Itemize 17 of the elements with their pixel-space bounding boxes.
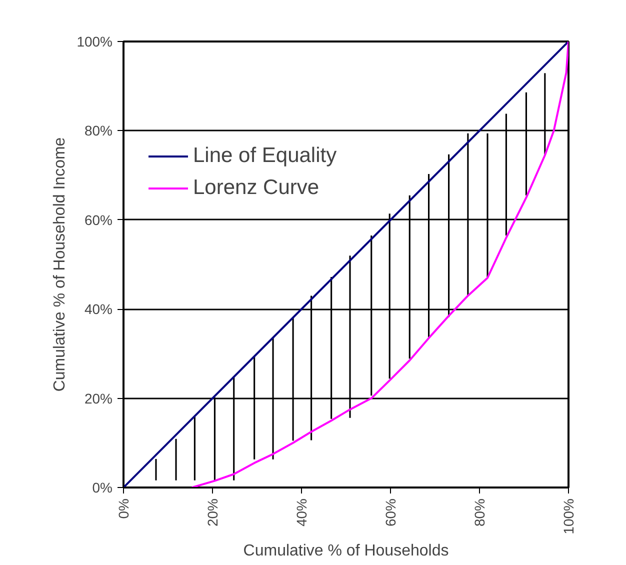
y-tick-label: 80% (84, 122, 113, 139)
line-series (191, 42, 568, 488)
x-axis-title: Cumulative % of Households (243, 542, 449, 560)
y-axis-title: Cumulative % of Household Income (52, 137, 69, 392)
y-tick-label: 0% (92, 480, 112, 496)
legend-label: Line of Equality (193, 143, 337, 169)
x-tick-label: 40% (294, 498, 310, 527)
y-tick-label: 60% (84, 212, 113, 228)
legend-label: Lorenz Curve (193, 175, 320, 201)
x-tick-label: 20% (204, 498, 220, 527)
x-tick-label: 60% (382, 498, 398, 527)
y-tick-label: 100% (76, 34, 113, 50)
x-tick-label: 80% (472, 498, 488, 527)
x-tick-label: 0% (116, 498, 132, 519)
y-tick-label: 40% (84, 301, 113, 318)
x-tick-label: 100% (560, 498, 576, 534)
y-tick-label: 20% (84, 390, 113, 406)
